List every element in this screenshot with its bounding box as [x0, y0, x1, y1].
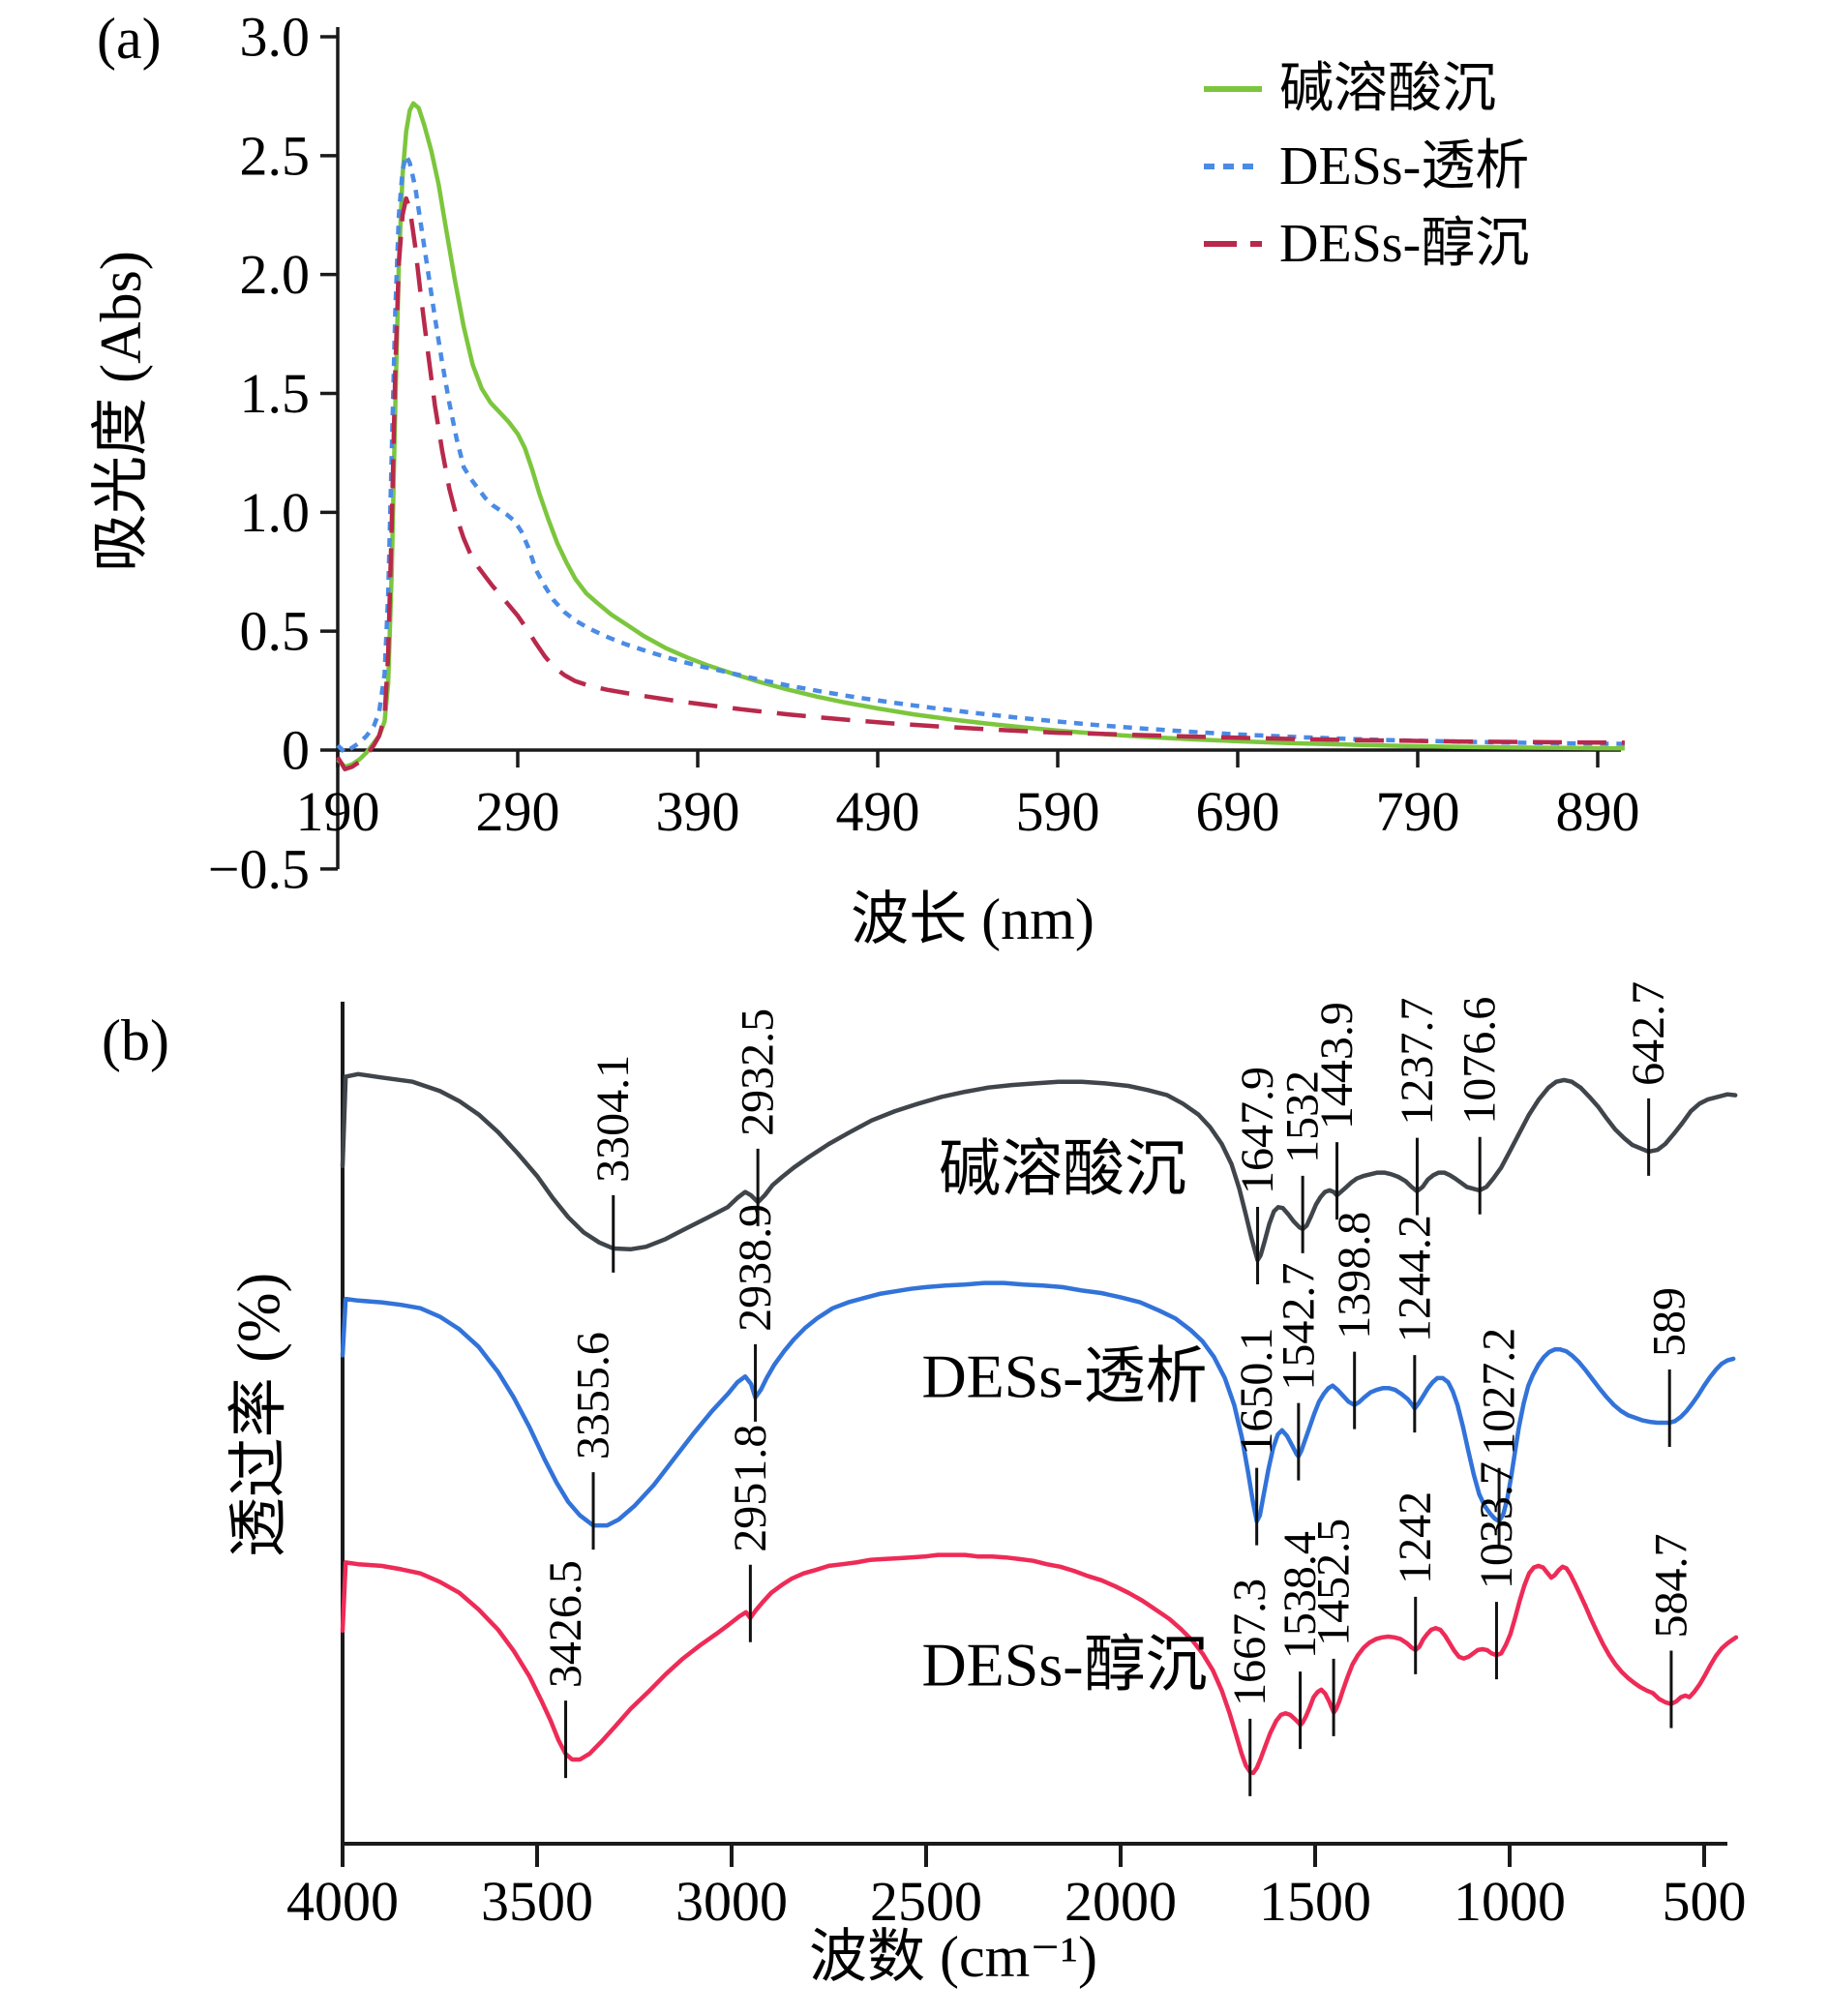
panel-b-label: (b) [102, 1008, 169, 1072]
peak-annotation-label: 3426.5 [540, 1560, 591, 1688]
peak-annotation-label: 1538.4 [1274, 1531, 1326, 1659]
peak-annotation-label: 1242 [1390, 1491, 1441, 1584]
panel-a-y-axis-title: 吸光度 (Abs) [89, 251, 153, 572]
peak-annotation-label: 2932.5 [733, 1008, 784, 1136]
peak-annotation-label: 1452.5 [1308, 1519, 1360, 1646]
peak-annotation-label: 1542.7 [1273, 1263, 1324, 1391]
panel-a-x-tick-label: 290 [476, 780, 560, 843]
peak-annotation-label: 642.7 [1623, 981, 1674, 1086]
peak-annotation-label: 3304.1 [587, 1055, 639, 1183]
panel-a-y-tick-label: −0.5 [208, 837, 310, 900]
panel-a-y-tick-label: 2.0 [240, 243, 311, 306]
peak-annotation-label: 1443.9 [1311, 1002, 1363, 1129]
panel-a-y-tick-label: 0 [282, 719, 310, 782]
panel-a-x-axis-title: 波长 (nm) [851, 888, 1094, 951]
peak-annotation-label: 1667.3 [1224, 1579, 1275, 1706]
panel-a-y-tick-label: 0.5 [240, 600, 311, 663]
legend-label-dess-dialysis: DESs-透析 [1279, 136, 1529, 196]
panel-a-x-tick-label: 490 [836, 780, 920, 843]
panel-a-y-tick-label: 3.0 [240, 5, 311, 68]
panel-a-x-tick-label: 690 [1196, 780, 1280, 843]
peak-annotation-label: 1398.8 [1329, 1212, 1380, 1339]
panel-a-y-tick-label: 1.0 [240, 481, 311, 544]
panel-a-x-tick-label: 190 [296, 780, 380, 843]
panel-b-x-tick-label: 1500 [1259, 1870, 1371, 1933]
peak-annotation-label: 584.7 [1645, 1534, 1696, 1639]
peak-annotation-label: 1237.7 [1392, 998, 1443, 1126]
peak-annotation-label: 1244.2 [1389, 1215, 1440, 1342]
peak-annotation-label: 1076.6 [1454, 997, 1506, 1125]
panel-a-x-tick-label: 890 [1556, 780, 1640, 843]
curve-label-dess-dialysis: DESs-透析 [921, 1342, 1207, 1411]
uvvis-curve [336, 101, 1625, 769]
peak-annotation-label: 3355.6 [568, 1332, 619, 1459]
panel-b-x-tick-label: 3000 [675, 1870, 788, 1933]
panel-a-x-tick-label: 390 [656, 780, 740, 843]
curve-label-alkali-acid: 碱溶酸沉 [939, 1135, 1186, 1204]
panel-b-x-tick-label: 2000 [1064, 1870, 1177, 1933]
peak-annotation-label: 1027.2 [1474, 1328, 1525, 1456]
peak-annotation-label: 2951.8 [725, 1425, 776, 1552]
panel-a-y-tick-label: 2.5 [240, 124, 311, 187]
peak-annotation-label: 1650.1 [1231, 1328, 1282, 1456]
peak-annotation-label: 1532 [1277, 1070, 1329, 1163]
panel-b-x-tick-label: 3500 [481, 1870, 593, 1933]
legend-label-dess-alcohol: DESs-醇沉 [1279, 214, 1529, 274]
peak-annotation-label: 1033.7 [1471, 1461, 1522, 1589]
ftir-curve [340, 1280, 1736, 1528]
curve-label-dess-alcohol: DESs-醇沉 [921, 1631, 1207, 1700]
panel-b-x-tick-label: 2500 [870, 1870, 982, 1933]
peak-annotation-label: 1647.9 [1232, 1067, 1283, 1194]
ftir-curve [340, 1071, 1738, 1263]
panel-a-x-tick-label: 590 [1016, 780, 1100, 843]
panel-a-label: (a) [97, 7, 162, 71]
panel-a-x-tick-label: 790 [1376, 780, 1460, 843]
legend-label-alkali-acid: 碱溶酸沉 [1279, 59, 1496, 119]
panel-b-x-tick-label: 500 [1663, 1870, 1747, 1933]
peak-annotation-label: 589 [1644, 1287, 1695, 1357]
panel-b-x-tick-label: 4000 [286, 1870, 399, 1933]
panel-b-y-axis-title: 透过率 (%) [226, 1273, 292, 1557]
panel-b-x-tick-label: 1000 [1454, 1870, 1566, 1933]
peak-annotation-label: 2938.9 [730, 1204, 781, 1332]
uvvis-curve [336, 196, 1625, 771]
panel-b-x-axis-title: 波数 (cm⁻¹) [809, 1925, 1097, 1989]
panel-a-y-tick-label: 1.5 [240, 362, 311, 425]
ftir-curve [340, 1552, 1739, 1776]
